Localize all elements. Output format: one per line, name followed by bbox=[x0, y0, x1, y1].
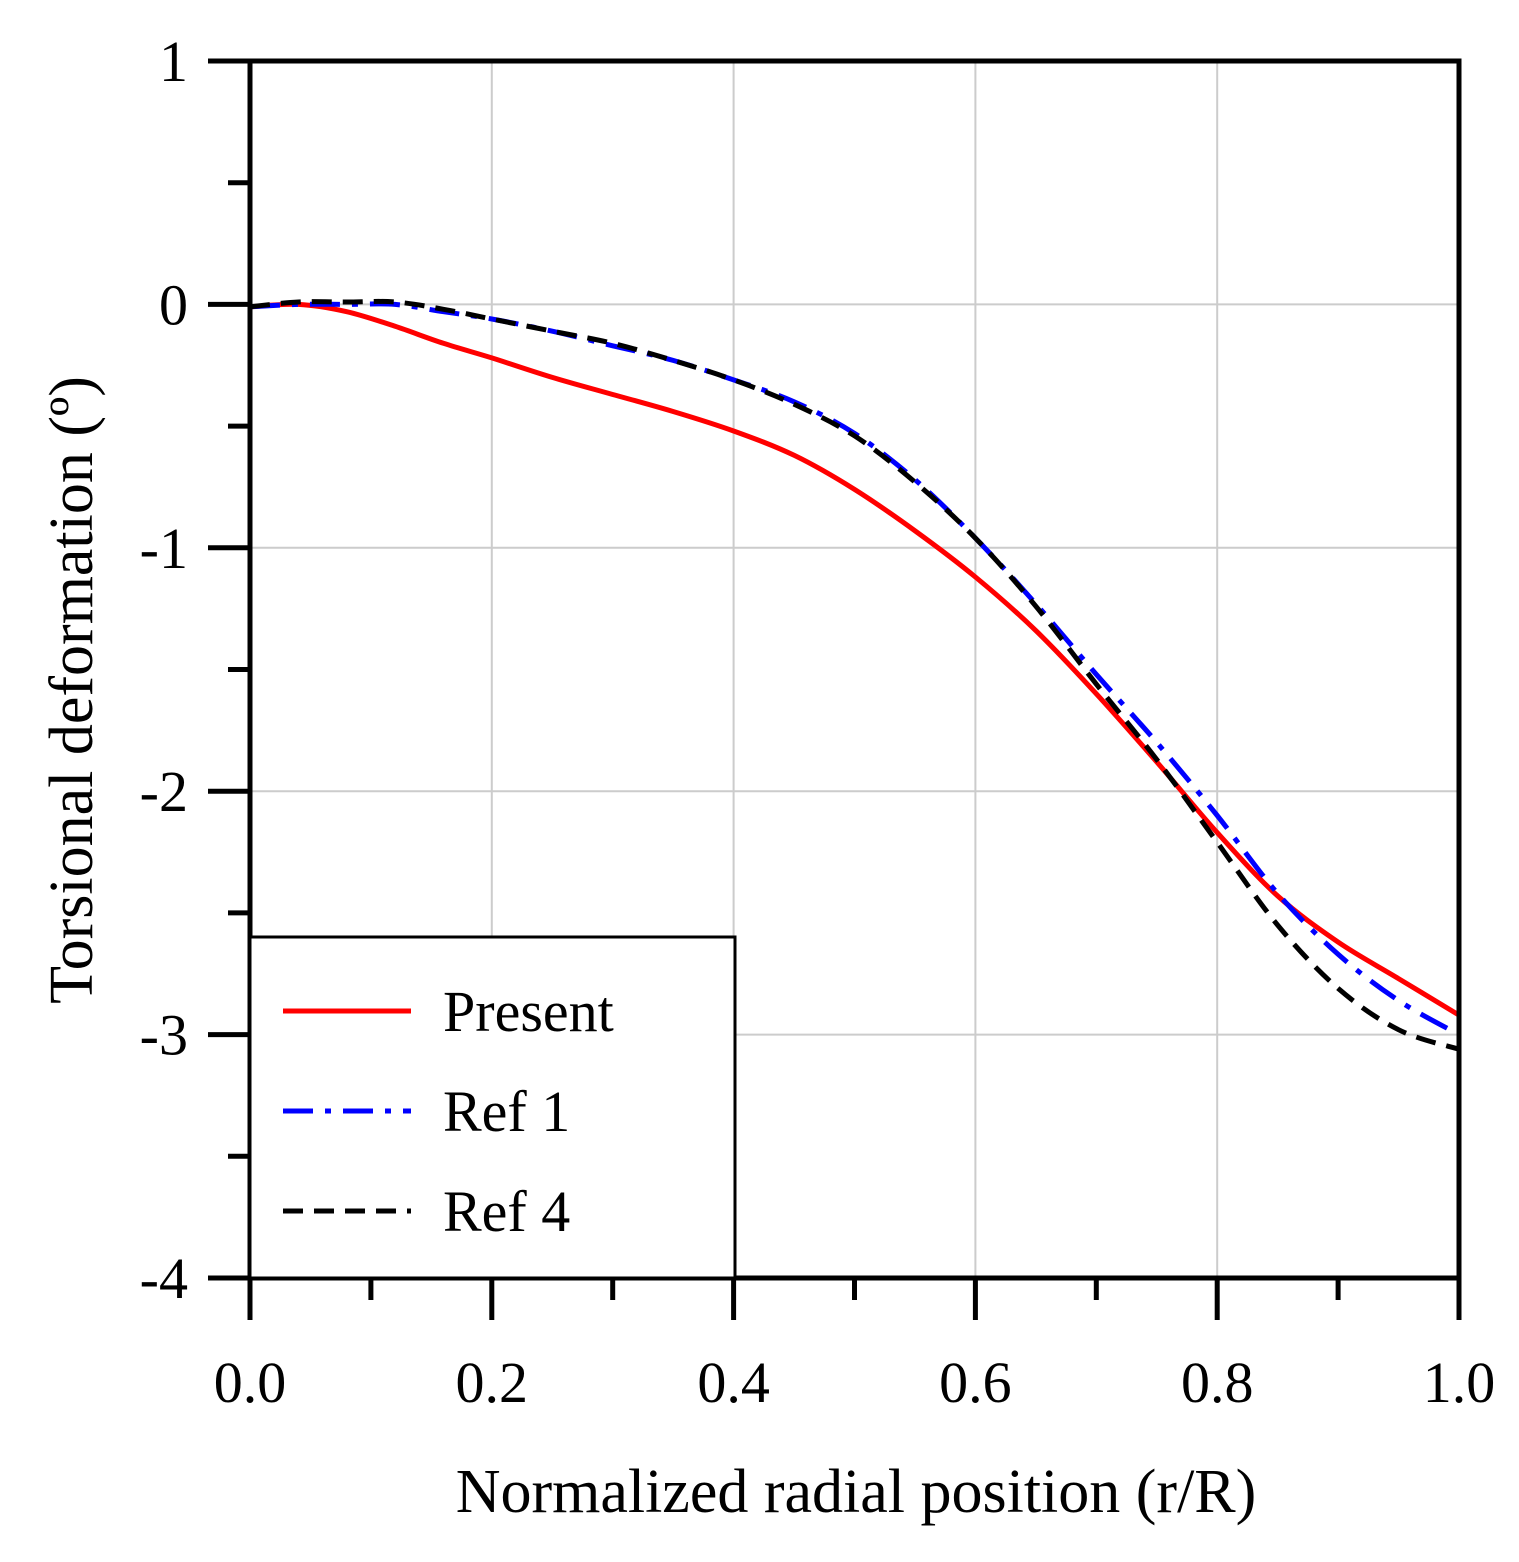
y-tick-label: -2 bbox=[140, 759, 188, 824]
y-tick-label: 0 bbox=[159, 272, 188, 337]
y-tick-label: -3 bbox=[140, 1003, 188, 1068]
y-tick-label: 1 bbox=[159, 29, 188, 94]
x-tick-label: 0.6 bbox=[939, 1350, 1012, 1415]
axes: 1 0 -1 -2 -3 -4 0.0 0.2 0.4 0.6 0.8 1.0 bbox=[140, 29, 1496, 1415]
legend-label: Present bbox=[443, 979, 614, 1044]
x-tick-label: 0.4 bbox=[697, 1350, 770, 1415]
x-tick-label: 1.0 bbox=[1423, 1350, 1496, 1415]
x-tick-label: 0.2 bbox=[456, 1350, 529, 1415]
series-line-ref-4 bbox=[249, 298, 1460, 1052]
series-line-present bbox=[249, 301, 1461, 1018]
grid-lines bbox=[250, 61, 1459, 1278]
legend-label: Ref 1 bbox=[443, 1079, 570, 1144]
x-axis-title: Normalized radial position (r/R) bbox=[456, 1458, 1257, 1526]
y-tick-label: -4 bbox=[140, 1246, 188, 1311]
y-tick-label: -1 bbox=[140, 516, 188, 581]
x-tick-label: 0.0 bbox=[214, 1350, 287, 1415]
legend: Present Ref 1 Ref 4 bbox=[248, 935, 737, 1280]
legend-box bbox=[248, 935, 737, 1280]
y-axis-title: Torsional deformation (º) bbox=[38, 376, 106, 1004]
plot-series bbox=[249, 298, 1461, 1052]
x-tick-label: 0.8 bbox=[1181, 1350, 1254, 1415]
legend-label: Ref 4 bbox=[443, 1179, 570, 1244]
